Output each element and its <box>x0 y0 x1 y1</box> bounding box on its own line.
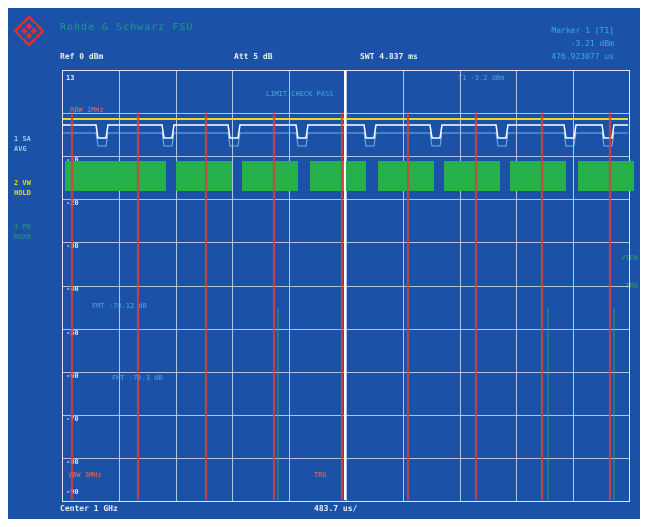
marker-readout-name: Marker 1 [T1] <box>551 26 614 35</box>
rbw-label: RBW 1MHz <box>70 106 104 114</box>
gridline <box>460 70 461 502</box>
marker-readout: Marker 1 [T1] -3.21 dBm 476.923077 us <box>551 24 614 63</box>
sweep-span-label: 483.7 us/ <box>314 504 358 513</box>
burst-block <box>444 161 500 191</box>
burst-block <box>310 161 366 191</box>
gridline <box>176 70 177 502</box>
right-trg-label: TRG <box>625 282 638 290</box>
sweep-time-label: SWT 4.837 ms <box>360 52 418 61</box>
vbw-label: VBW 3MHz <box>68 471 102 479</box>
average-trace-ghost <box>63 132 628 147</box>
marker-readout-time: 476.923077 us <box>551 52 614 61</box>
marker-annotation: T1 -3.2 dBm <box>458 74 505 82</box>
burst-block <box>510 161 566 191</box>
gridline <box>403 70 404 502</box>
instrument-title: Rohde & Schwarz FSU <box>60 22 194 33</box>
trace-display <box>63 70 634 500</box>
mid-annotation-2: FMT -70.3 dB <box>112 374 163 382</box>
trigger-label: TRG <box>314 471 327 479</box>
attenuation-label: Att 5 dB <box>234 52 273 61</box>
burst-block <box>378 161 434 191</box>
trace2-label: 2 VW HOLD <box>14 179 31 197</box>
ref-level-label: Ref 0 dBm <box>60 52 104 61</box>
marker-readout-level: -3.21 dBm <box>570 39 614 48</box>
burst-block <box>578 161 634 191</box>
burst-block <box>176 161 232 191</box>
center-frequency-label: Center 1 GHz <box>60 504 118 513</box>
gridline <box>573 70 574 502</box>
gridline <box>119 70 120 502</box>
trace3-label: 3 PK MAXH <box>14 223 31 241</box>
trace1-label: 1 SA AVG <box>14 135 31 153</box>
average-trace <box>63 124 628 139</box>
gridline <box>289 70 290 502</box>
analyzer-screen: Rohde & Schwarz FSU Marker 1 [T1] -3.21 … <box>8 8 640 519</box>
gridline <box>516 70 517 502</box>
rohde-schwarz-logo-icon <box>14 16 44 46</box>
gridline <box>232 70 233 502</box>
limit-check-annotation: LIMIT CHECK PASS <box>266 90 334 98</box>
mid-annotation-1: FMT -70.12 dB <box>92 302 147 310</box>
gridline <box>346 70 347 502</box>
burst-block <box>242 161 298 191</box>
top-label: 13 <box>66 74 75 82</box>
